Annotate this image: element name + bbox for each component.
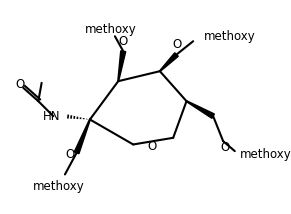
Text: HN: HN <box>42 110 60 123</box>
Polygon shape <box>186 101 214 118</box>
Text: methoxy: methoxy <box>32 180 84 193</box>
Text: O: O <box>220 141 229 154</box>
Text: methoxy: methoxy <box>204 30 256 43</box>
Text: O: O <box>65 148 74 161</box>
Text: O: O <box>15 78 25 91</box>
Text: methoxy: methoxy <box>240 148 291 161</box>
Text: O: O <box>172 38 181 51</box>
Text: O: O <box>119 35 128 48</box>
Polygon shape <box>159 53 178 71</box>
Text: methoxy: methoxy <box>85 23 136 36</box>
Polygon shape <box>118 51 126 81</box>
Polygon shape <box>74 119 90 154</box>
Text: O: O <box>147 140 156 153</box>
